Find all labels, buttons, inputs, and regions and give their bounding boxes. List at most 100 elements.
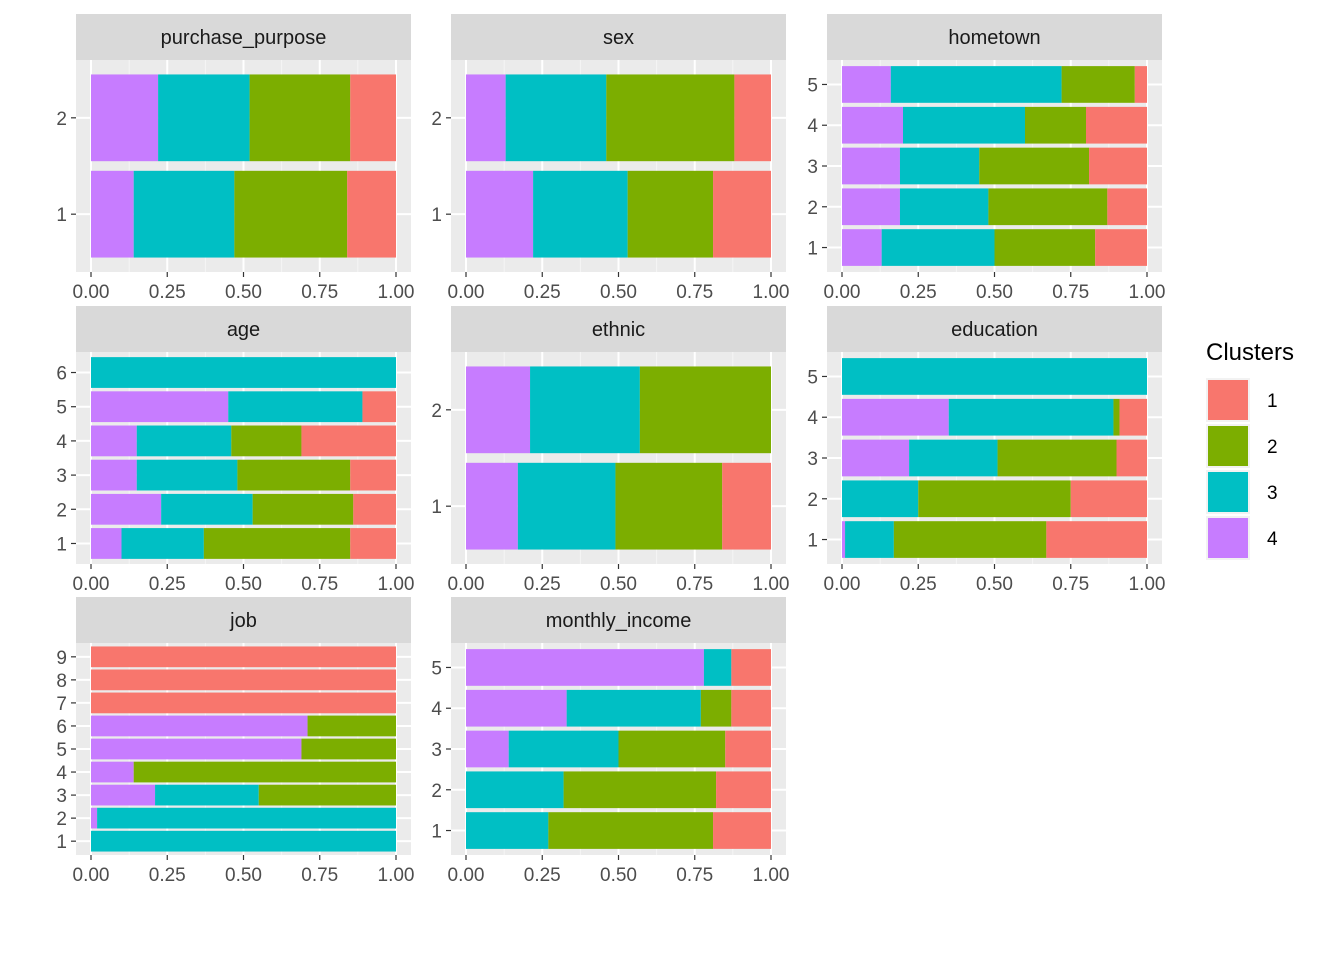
bar-segment-cat1-cluster4 xyxy=(91,170,134,258)
strip-background xyxy=(76,597,411,643)
y-tick-label: 1 xyxy=(431,205,442,226)
legend-label: 1 xyxy=(1267,391,1278,412)
strip-title: ethnic xyxy=(592,319,645,341)
bar-segment-cat2-cluster1 xyxy=(353,493,396,525)
x-tick-label: 0.25 xyxy=(524,282,561,303)
bar-segment-cat4-cluster2 xyxy=(1025,106,1086,144)
bar-segment-cat4-cluster2 xyxy=(231,425,302,457)
y-tick-label: 5 xyxy=(56,398,67,419)
strip-title: sex xyxy=(603,27,634,49)
bar-segment-cat5-cluster2 xyxy=(1061,66,1135,103)
bar-segment-cat1-cluster3 xyxy=(845,521,894,558)
x-tick-label: 0.25 xyxy=(524,574,561,595)
y-tick-label: 1 xyxy=(807,239,818,260)
bar-segment-cat9-cluster1 xyxy=(91,646,396,668)
bar-segment-cat4-cluster4 xyxy=(91,425,137,457)
bar-segment-cat7-cluster1 xyxy=(91,692,396,714)
bar-segment-cat1-cluster2 xyxy=(548,812,714,849)
bar-segment-cat2-cluster2 xyxy=(918,480,1071,518)
x-tick-label: 1.00 xyxy=(378,865,415,886)
y-tick-label: 2 xyxy=(56,809,67,830)
panel-hometown: hometown 1 2 3 4 5 0.00 0.25 0.50 0.75 1.00 xyxy=(807,14,1165,303)
bar-segment-cat1-cluster1 xyxy=(722,462,771,550)
x-tick-label: 0.00 xyxy=(448,574,485,595)
bar-segment-cat2-cluster1 xyxy=(1070,480,1147,518)
bar-segment-cat2-cluster4 xyxy=(842,188,900,226)
x-tick-label: 1.00 xyxy=(378,282,415,303)
x-tick-label: 0.75 xyxy=(1052,282,1089,303)
bar-segment-cat8-cluster1 xyxy=(91,669,396,691)
bar-segment-cat1-cluster3 xyxy=(121,528,204,559)
y-tick-label: 4 xyxy=(807,408,818,429)
legend-key-cluster-4 xyxy=(1208,518,1248,558)
bar-segment-cat5-cluster4 xyxy=(842,66,891,103)
bar-segment-cat6-cluster2 xyxy=(307,715,396,737)
x-tick-label: 0.00 xyxy=(824,282,861,303)
x-tick-label: 0.50 xyxy=(976,574,1013,595)
bar-segment-cat3-cluster1 xyxy=(350,459,396,491)
x-tick-label: 0.50 xyxy=(976,282,1013,303)
bar-segment-cat4-cluster1 xyxy=(301,425,396,457)
bar-segment-cat2-cluster3 xyxy=(161,493,253,525)
x-tick-label: 0.00 xyxy=(73,574,110,595)
strip-background xyxy=(451,306,786,352)
bar-segment-cat4-cluster1 xyxy=(1119,398,1147,436)
bar-segment-cat1-cluster2 xyxy=(627,170,714,258)
bar-segment-cat2-cluster2 xyxy=(606,74,735,162)
bar-segment-cat3-cluster3 xyxy=(909,439,998,477)
y-tick-label: 1 xyxy=(56,832,67,853)
panel-age: age 1 2 3 4 5 6 0.00 0.25 0.50 0.75 1.00 xyxy=(56,306,414,595)
x-tick-label: 0.25 xyxy=(900,282,937,303)
bar-segment-cat1-cluster1 xyxy=(350,528,396,559)
x-tick-label: 0.50 xyxy=(225,574,262,595)
legend-key-cluster-1 xyxy=(1208,380,1248,420)
x-tick-label: 1.00 xyxy=(1129,282,1166,303)
bar-segment-cat4-cluster3 xyxy=(136,425,232,457)
bar-segment-cat4-cluster2 xyxy=(1113,398,1120,436)
strip-background xyxy=(451,597,786,643)
legend-key-cluster-3 xyxy=(1208,472,1248,512)
x-tick-label: 1.00 xyxy=(1129,574,1166,595)
bar-segment-cat1-cluster3 xyxy=(533,170,628,258)
bar-segment-cat3-cluster4 xyxy=(466,730,509,768)
x-tick-label: 0.25 xyxy=(149,865,186,886)
strip-title: hometown xyxy=(948,27,1040,49)
x-tick-label: 0.75 xyxy=(676,574,713,595)
bar-segment-cat2-cluster4 xyxy=(91,807,98,829)
bar-segment-cat3-cluster3 xyxy=(155,784,259,806)
bar-segment-cat1-cluster2 xyxy=(893,521,1047,558)
bar-segment-cat1-cluster3 xyxy=(91,830,396,852)
bar-segment-cat5-cluster3 xyxy=(842,358,1147,395)
y-tick-label: 3 xyxy=(56,466,67,487)
x-tick-label: 0.25 xyxy=(149,574,186,595)
x-tick-label: 0.25 xyxy=(149,282,186,303)
x-tick-label: 1.00 xyxy=(753,574,790,595)
bar-segment-cat1-cluster4 xyxy=(91,528,122,559)
bar-segment-cat1-cluster4 xyxy=(466,462,518,550)
bar-segment-cat3-cluster2 xyxy=(237,459,351,491)
x-tick-label: 0.75 xyxy=(676,865,713,886)
bar-segment-cat2-cluster2 xyxy=(639,366,771,454)
x-tick-label: 0.75 xyxy=(1052,574,1089,595)
bar-segment-cat1-cluster3 xyxy=(466,812,549,849)
bar-segment-cat1-cluster1 xyxy=(1046,521,1147,558)
bar-segment-cat4-cluster3 xyxy=(948,398,1114,436)
bar-segment-cat1-cluster1 xyxy=(713,170,771,258)
bar-segment-cat2-cluster3 xyxy=(505,74,607,162)
y-tick-label: 6 xyxy=(56,364,67,385)
bar-segment-cat4-cluster3 xyxy=(903,106,1025,144)
strip-title: education xyxy=(951,319,1038,341)
bar-segment-cat2-cluster2 xyxy=(563,771,717,809)
bar-segment-cat2-cluster4 xyxy=(91,493,162,525)
x-tick-label: 0.50 xyxy=(600,282,637,303)
bar-segment-cat5-cluster3 xyxy=(228,391,363,423)
bar-segment-cat1-cluster1 xyxy=(713,812,771,849)
strip-background xyxy=(76,306,411,352)
x-tick-label: 0.75 xyxy=(301,865,338,886)
x-tick-label: 0.00 xyxy=(824,574,861,595)
bar-segment-cat4-cluster4 xyxy=(842,106,903,144)
bar-segment-cat2-cluster3 xyxy=(530,366,640,454)
bar-segment-cat2-cluster2 xyxy=(249,74,351,162)
x-tick-label: 0.75 xyxy=(676,282,713,303)
